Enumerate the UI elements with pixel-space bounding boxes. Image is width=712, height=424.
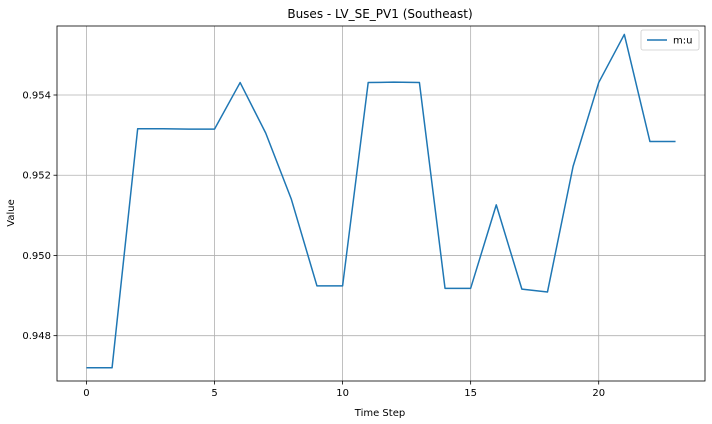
y-tick-label: 0.948 (22, 331, 51, 342)
grid-layer (57, 26, 705, 381)
y-tick-label: 0.950 (22, 251, 51, 262)
x-tick-label: 10 (336, 388, 349, 399)
y-axis-label: Value (6, 199, 17, 226)
tick-layer: 0 5 10 15 20 0.948 0.950 0.952 0.954 (22, 90, 605, 399)
x-tick-label: 0 (83, 388, 89, 399)
series-line (86, 33, 676, 369)
y-tick-label: 0.952 (22, 171, 51, 182)
x-tick-label: 15 (464, 388, 477, 399)
legend-box (640, 29, 700, 51)
x-tick-label: 5 (211, 388, 217, 399)
legend-label: m:u (673, 36, 692, 47)
series-layer (86, 33, 676, 369)
chart-title: Buses - LV_SE_PV1 (Southeast) (287, 7, 472, 21)
x-tick-label: 20 (592, 388, 605, 399)
y-tick-label: 0.954 (22, 90, 51, 101)
plot-frame (56, 25, 706, 382)
legend: m:u (640, 29, 700, 51)
x-axis-label: Time Step (354, 408, 405, 419)
